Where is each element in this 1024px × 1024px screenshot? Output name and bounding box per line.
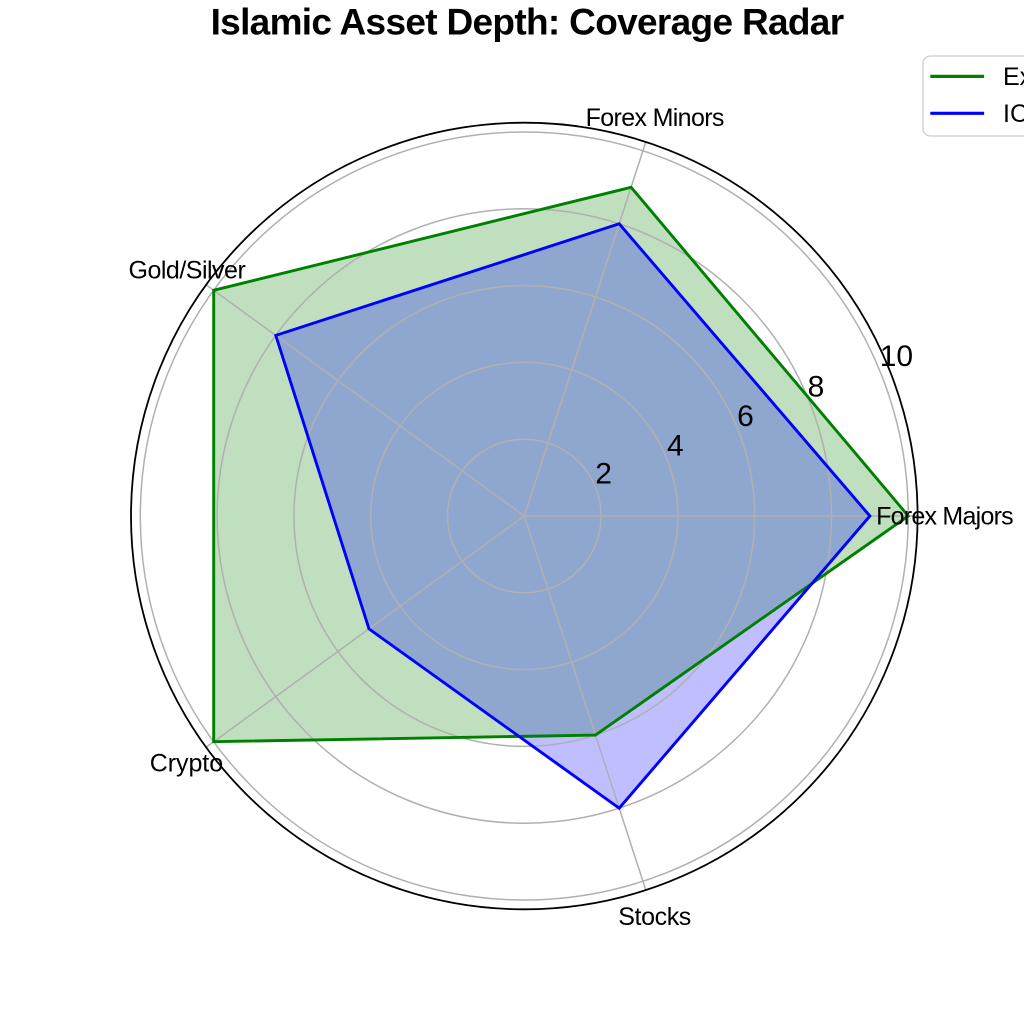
svg-text:Crypto: Crypto	[150, 749, 223, 777]
svg-text:Stocks: Stocks	[618, 903, 691, 931]
svg-text:2: 2	[595, 457, 612, 490]
svg-text:Islamic Asset Depth: Coverage: Islamic Asset Depth: Coverage Radar	[211, 1, 844, 42]
svg-text:Forex Majors: Forex Majors	[876, 503, 1013, 531]
svg-text:4: 4	[667, 429, 684, 462]
svg-text:6: 6	[737, 400, 754, 433]
svg-text:Gold/Silver: Gold/Silver	[129, 256, 246, 284]
svg-text:IC Markets: IC Markets	[1003, 100, 1024, 128]
svg-text:8: 8	[808, 371, 825, 404]
svg-text:10: 10	[880, 340, 913, 373]
svg-text:Forex Minors: Forex Minors	[586, 104, 724, 132]
svg-text:Exness: Exness	[1003, 63, 1024, 91]
